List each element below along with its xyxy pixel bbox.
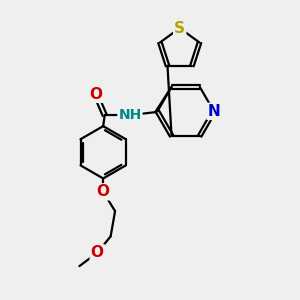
Text: O: O bbox=[97, 184, 110, 199]
Text: NH: NH bbox=[118, 108, 142, 122]
Text: O: O bbox=[89, 87, 102, 102]
Text: O: O bbox=[91, 245, 104, 260]
Text: N: N bbox=[208, 104, 220, 119]
Text: S: S bbox=[174, 21, 185, 36]
